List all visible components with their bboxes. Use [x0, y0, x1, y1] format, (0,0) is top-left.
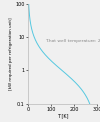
Text: T-hot well temperature: 295 K: T-hot well temperature: 295 K: [45, 39, 100, 43]
X-axis label: T [K]: T [K]: [57, 113, 68, 118]
Y-axis label: [kW required per refrigeration unit]: [kW required per refrigeration unit]: [9, 17, 13, 90]
